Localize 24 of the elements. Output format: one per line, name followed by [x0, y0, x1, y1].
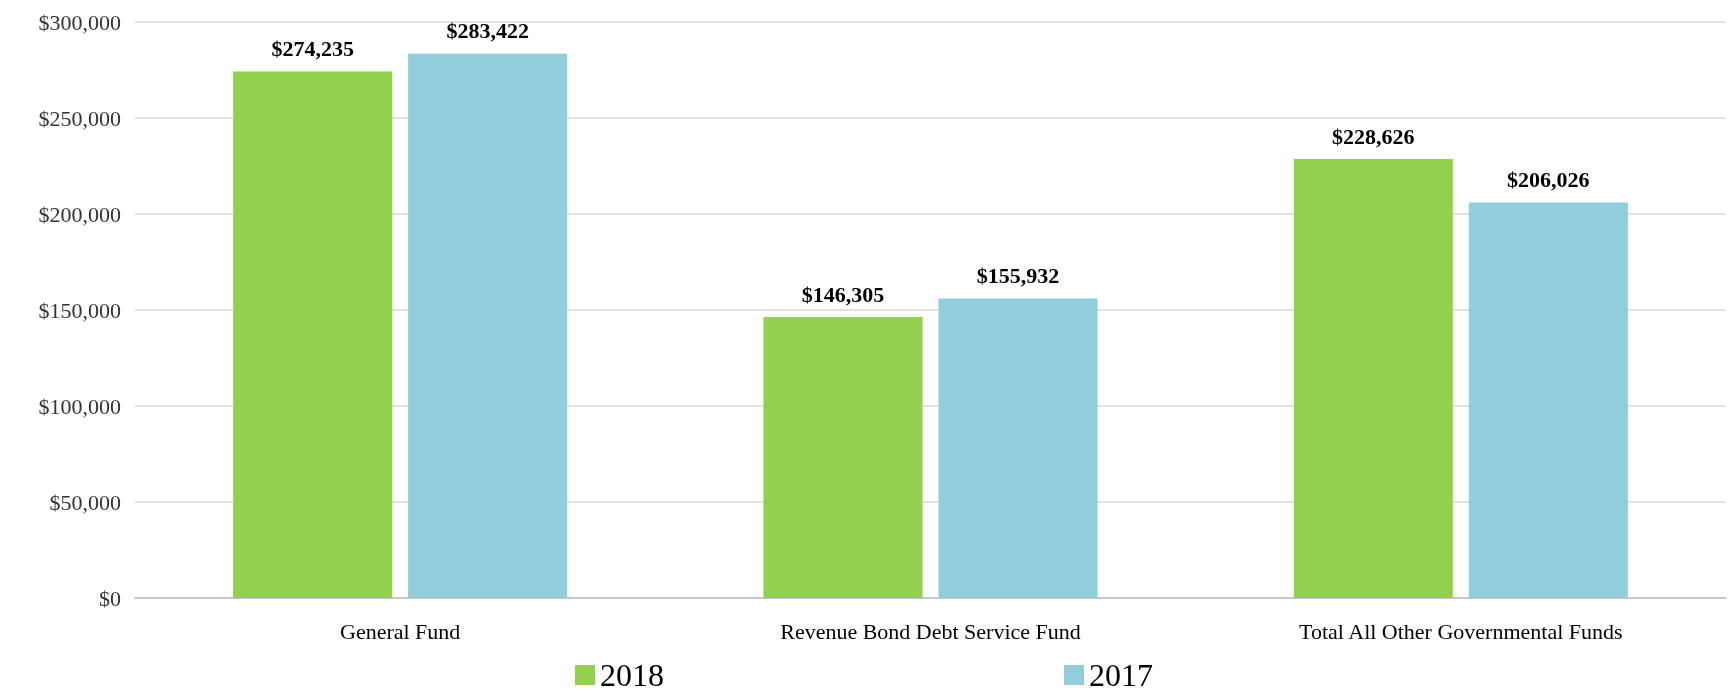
bar — [233, 71, 393, 598]
bar — [408, 53, 568, 598]
y-tick-label: $200,000 — [38, 201, 121, 227]
y-tick-label: $250,000 — [38, 105, 121, 131]
data-label: $283,422 — [446, 18, 529, 44]
y-tick-label: $100,000 — [38, 393, 121, 419]
x-tick-label: General Fund — [339, 618, 461, 644]
bar — [938, 298, 1098, 598]
legend-label: 2018 — [600, 657, 664, 693]
data-label: $146,305 — [801, 281, 885, 307]
x-tick-label: Revenue Bond Debt Service Fund — [780, 618, 1081, 644]
data-label: $206,026 — [1507, 166, 1590, 192]
bar — [763, 317, 923, 598]
x-tick-label: Total All Other Governmental Funds — [1299, 618, 1623, 644]
data-label: $274,235 — [271, 35, 354, 61]
bar — [1468, 202, 1628, 598]
y-tick-label: $150,000 — [38, 297, 121, 323]
y-tick-label: $300,000 — [38, 9, 121, 35]
data-label: $228,626 — [1332, 123, 1415, 149]
y-tick-label: $50,000 — [49, 489, 121, 515]
bar — [1293, 159, 1453, 598]
data-label: $155,932 — [976, 263, 1060, 289]
y-tick-label: $0 — [99, 585, 121, 611]
legend-label: 2017 — [1089, 657, 1153, 693]
